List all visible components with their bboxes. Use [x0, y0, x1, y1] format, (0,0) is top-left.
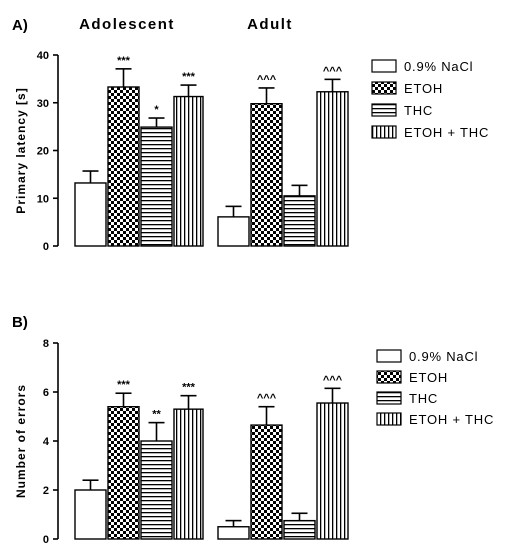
legend-swatch [371, 103, 397, 117]
bar-adult-2 [283, 519, 316, 540]
significance-label: ^^^ [257, 74, 277, 86]
legend-entry: 0.9% NaCl [409, 349, 478, 364]
bar-adolescent-2 [140, 440, 173, 540]
bar-adolescent-2 [140, 126, 173, 247]
significance-label: ** [152, 409, 161, 421]
bar-adult-1 [250, 103, 283, 247]
legend-entry: ETOH + THC [404, 125, 489, 140]
y-tick-label: 4 [43, 436, 50, 448]
legend-swatch [371, 125, 397, 139]
bar-adult-0 [217, 526, 250, 540]
significance-label: ^^^ [323, 65, 343, 77]
legend-entry: 0.9% NaCl [404, 59, 473, 74]
y-tick-label: 6 [43, 387, 49, 399]
significance-label: ^^^ [257, 393, 277, 405]
bar-adult-2 [283, 195, 316, 247]
legend-entry: ETOH + THC [409, 412, 494, 427]
y-tick-label: 0 [43, 534, 49, 546]
legend-swatch [376, 391, 402, 405]
significance-label: * [154, 104, 159, 116]
bar-adolescent-0 [74, 182, 107, 247]
legend-entry: ETOH [404, 81, 443, 96]
legend-swatch [376, 370, 402, 384]
legend-swatch [376, 412, 402, 426]
panel-label: B) [12, 314, 28, 331]
panel-a-latency-chart: A) Adolescent Adult 0 10 20 30 40 Primary latenc… [12, 16, 489, 253]
legend-swatch [376, 349, 402, 363]
y-tick-label: 40 [37, 50, 49, 62]
significance-label: *** [117, 379, 131, 391]
legend-entry: THC [404, 103, 433, 118]
y-tick-label: 0 [43, 241, 49, 253]
bar-adolescent-0 [74, 489, 107, 540]
y-tick-label: 30 [37, 98, 49, 110]
legend-swatch [371, 81, 397, 95]
significance-label: *** [182, 382, 196, 394]
y-axis-label: Number of errors [14, 384, 28, 498]
bar-adult-0 [217, 216, 250, 247]
bar-adolescent-3 [173, 408, 204, 540]
significance-label: ^^^ [323, 374, 343, 386]
legend-entry: ETOH [409, 370, 448, 385]
y-tick-label: 2 [43, 485, 49, 497]
bar-adult-3 [316, 91, 349, 247]
group-label-adult: Adult [247, 16, 293, 33]
y-axis-label: Primary latency [s] [14, 87, 28, 213]
panel-label: A) [12, 17, 28, 34]
bar-adult-3 [316, 402, 349, 540]
legend-swatch [371, 59, 397, 73]
bar-adolescent-3 [173, 95, 204, 247]
y-tick-label: 10 [37, 193, 49, 205]
bar-adult-1 [250, 424, 283, 540]
group-label-adolescent: Adolescent [79, 16, 175, 33]
bar-adolescent-1 [107, 406, 140, 540]
y-tick-label: 8 [43, 338, 49, 350]
significance-label: *** [117, 55, 131, 67]
bar-adolescent-1 [107, 86, 140, 247]
significance-label: *** [182, 71, 196, 83]
y-tick-label: 20 [37, 146, 49, 158]
legend-entry: THC [409, 391, 438, 406]
